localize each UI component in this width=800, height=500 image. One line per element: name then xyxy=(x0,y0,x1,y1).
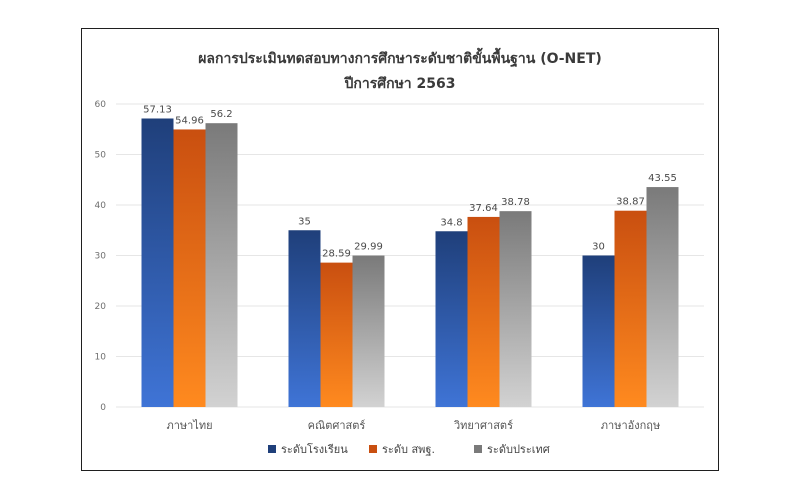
data-label: 35 xyxy=(298,216,311,227)
category-label: คณิตศาสตร์ xyxy=(308,419,366,432)
y-tick-label: 20 xyxy=(95,302,107,312)
y-tick-label: 0 xyxy=(100,403,106,413)
legend-label: ระดับประเทศ xyxy=(487,443,550,456)
legend: ระดับโรงเรียน ระดับ สพฐ. ระดับประเทศ xyxy=(268,442,550,456)
x-axis-categories: ภาษาไทย คณิตศาสตร์ วิทยาศาสตร์ ภาษาอังกฤษ xyxy=(166,419,660,432)
chart-subtitle: ปีการศึกษา 2563 xyxy=(343,75,456,92)
y-tick-label: 10 xyxy=(95,353,107,363)
legend-label: ระดับโรงเรียน xyxy=(281,442,348,456)
data-label: 30 xyxy=(592,242,605,253)
bar xyxy=(499,211,532,407)
bar xyxy=(467,216,500,407)
chart-title: ผลการประเมินทดสอบทางการศึกษาระดับชาติขั้… xyxy=(198,47,602,68)
y-tick-label: 60 xyxy=(95,100,107,110)
data-label: 38.87 xyxy=(616,197,645,208)
bars xyxy=(141,118,679,407)
data-label: 34.8 xyxy=(440,217,462,228)
y-tick-label: 50 xyxy=(95,151,107,161)
bar xyxy=(173,129,206,407)
y-axis-ticks: 0 10 20 30 40 50 60 xyxy=(95,100,107,413)
bar xyxy=(646,187,679,407)
legend-label: ระดับ สพฐ. xyxy=(382,443,435,456)
chart-frame: ผลการประเมินทดสอบทางการศึกษาระดับชาติขั้… xyxy=(81,28,719,471)
bar xyxy=(582,255,615,407)
data-label: 54.96 xyxy=(175,115,204,126)
legend-swatch xyxy=(369,445,377,453)
data-label: 43.55 xyxy=(648,173,677,184)
bar xyxy=(614,210,647,407)
data-label: 38.78 xyxy=(501,197,530,208)
bar xyxy=(352,255,385,407)
category-label: วิทยาศาสตร์ xyxy=(453,419,513,432)
bar xyxy=(205,123,238,407)
y-tick-label: 30 xyxy=(95,252,107,262)
legend-swatch xyxy=(474,445,482,453)
bar xyxy=(435,231,468,407)
bar xyxy=(288,230,321,407)
category-label: ภาษาอังกฤษ xyxy=(601,419,660,432)
data-label: 28.59 xyxy=(322,249,351,260)
legend-swatch xyxy=(268,445,276,453)
bar xyxy=(141,118,174,407)
bar-chart: ผลการประเมินทดสอบทางการศึกษาระดับชาติขั้… xyxy=(95,47,704,456)
y-tick-label: 40 xyxy=(95,201,107,211)
data-label: 37.64 xyxy=(469,203,498,214)
data-label: 56.2 xyxy=(210,109,232,120)
category-label: ภาษาไทย xyxy=(166,419,212,432)
bar xyxy=(320,262,353,407)
data-label: 57.13 xyxy=(143,104,172,115)
data-label: 29.99 xyxy=(354,242,383,253)
